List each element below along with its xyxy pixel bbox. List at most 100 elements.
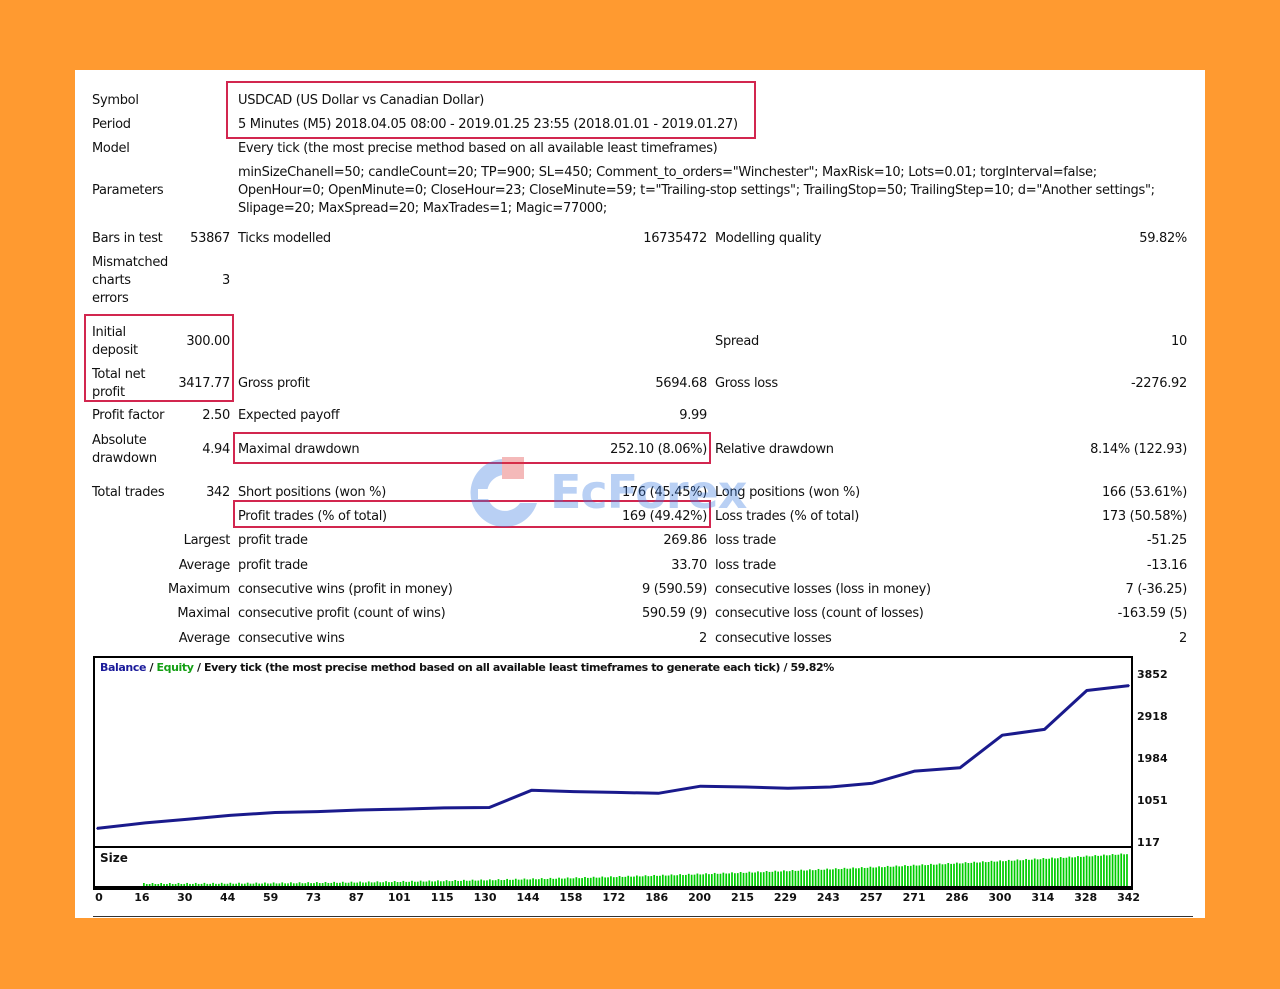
size-bar bbox=[439, 881, 442, 886]
size-bar bbox=[341, 881, 344, 886]
size-bar bbox=[546, 878, 549, 886]
size-bar bbox=[644, 875, 647, 886]
size-bar bbox=[474, 880, 477, 886]
size-bar bbox=[448, 881, 451, 886]
size-bar bbox=[1036, 859, 1039, 886]
bottom-divider bbox=[93, 916, 1193, 917]
size-bar bbox=[532, 878, 534, 886]
largest-label: Largest bbox=[183, 533, 231, 548]
size-bar bbox=[667, 875, 670, 886]
size-bar bbox=[408, 881, 410, 886]
size-bar bbox=[500, 880, 503, 886]
size-bar bbox=[872, 867, 875, 886]
trades-label: Total trades bbox=[92, 485, 165, 500]
size-bar bbox=[647, 876, 650, 886]
size-bar bbox=[428, 880, 431, 886]
size-bar bbox=[832, 869, 834, 886]
size-bar bbox=[728, 873, 730, 886]
ecforex-logo-icon bbox=[470, 457, 537, 527]
size-bar bbox=[370, 882, 373, 886]
size-bar bbox=[163, 883, 165, 886]
size-bar bbox=[376, 881, 379, 886]
size-bar bbox=[249, 883, 252, 886]
avg-wins-value: 2 bbox=[699, 631, 707, 646]
size-bar bbox=[220, 882, 223, 886]
size-bar bbox=[569, 878, 572, 886]
size-bar bbox=[192, 883, 194, 886]
size-bar bbox=[347, 882, 350, 886]
size-bar bbox=[921, 864, 924, 886]
size-bar bbox=[693, 874, 696, 886]
size-bar bbox=[840, 868, 843, 886]
size-bar bbox=[615, 877, 618, 886]
symbol-value: USDCAD (US Dollar vs Canadian Dollar) bbox=[238, 93, 485, 108]
size-bar bbox=[402, 880, 405, 886]
size-bar bbox=[857, 868, 860, 886]
netprofit-label-1: Total net bbox=[92, 367, 146, 382]
netprofit-value: 3417.77 bbox=[178, 376, 230, 391]
size-bar bbox=[1068, 856, 1071, 886]
size-bar bbox=[797, 870, 800, 886]
size-bar bbox=[275, 883, 278, 886]
legend-sep: / bbox=[146, 661, 157, 674]
balance-point bbox=[657, 792, 660, 795]
size-bar bbox=[284, 883, 286, 886]
long-label: Long positions (won %) bbox=[715, 485, 860, 500]
parameters-line-2: OpenHour=0; OpenMinute=0; CloseHour=23; … bbox=[238, 183, 1155, 198]
size-bar bbox=[344, 882, 347, 886]
short-label: Short positions (won %) bbox=[238, 485, 386, 500]
size-bar bbox=[780, 871, 782, 886]
symbol-label: Symbol bbox=[92, 93, 139, 108]
size-bar bbox=[589, 877, 592, 886]
size-bar bbox=[739, 872, 742, 886]
balance-point bbox=[1043, 728, 1046, 731]
balance-point bbox=[573, 790, 575, 793]
size-bar bbox=[653, 874, 656, 886]
size-bar bbox=[800, 869, 803, 886]
size-bar bbox=[399, 881, 402, 886]
balance-point bbox=[787, 787, 789, 790]
x-label: 286 bbox=[945, 891, 969, 904]
size-bar bbox=[281, 882, 284, 886]
legend-balance: Balance bbox=[100, 661, 147, 674]
size-bar bbox=[1059, 857, 1062, 886]
size-bar bbox=[748, 871, 751, 886]
period-label: Period bbox=[92, 117, 131, 132]
size-bar bbox=[321, 883, 324, 886]
size-bar bbox=[1010, 860, 1013, 886]
maximum-label: Maximum bbox=[168, 582, 230, 597]
size-bar bbox=[705, 873, 707, 886]
x-label: 44 bbox=[220, 891, 236, 904]
size-bar bbox=[451, 881, 454, 886]
size-bar bbox=[1097, 855, 1100, 886]
size-bar bbox=[592, 876, 595, 886]
size-bar bbox=[1088, 856, 1091, 886]
size-bar bbox=[457, 880, 459, 886]
size-bar bbox=[829, 869, 831, 886]
x-label: 200 bbox=[688, 891, 712, 904]
size-bar bbox=[679, 874, 681, 886]
size-bar bbox=[1056, 858, 1059, 886]
size-bar bbox=[143, 883, 145, 886]
size-bar bbox=[364, 882, 367, 886]
size-bar bbox=[624, 876, 627, 886]
balance-point bbox=[316, 810, 319, 813]
size-bar bbox=[1051, 857, 1053, 886]
short-value: 176 (45.45%) bbox=[621, 485, 707, 500]
size-bar bbox=[803, 870, 805, 886]
size-bar bbox=[817, 868, 820, 886]
size-bar bbox=[930, 863, 932, 886]
size-bar bbox=[938, 863, 941, 886]
y-label-1984: 1984 bbox=[1137, 752, 1168, 765]
size-bar bbox=[460, 880, 462, 886]
size-bar bbox=[673, 875, 676, 886]
size-bar bbox=[416, 881, 419, 886]
size-bar bbox=[664, 875, 667, 886]
size-bar bbox=[886, 865, 889, 886]
size-bar bbox=[875, 867, 878, 886]
pf-value: 2.50 bbox=[202, 408, 230, 423]
size-bar bbox=[572, 878, 575, 886]
size-bar bbox=[638, 876, 641, 886]
size-bar bbox=[488, 879, 491, 886]
size-bar bbox=[958, 863, 961, 886]
